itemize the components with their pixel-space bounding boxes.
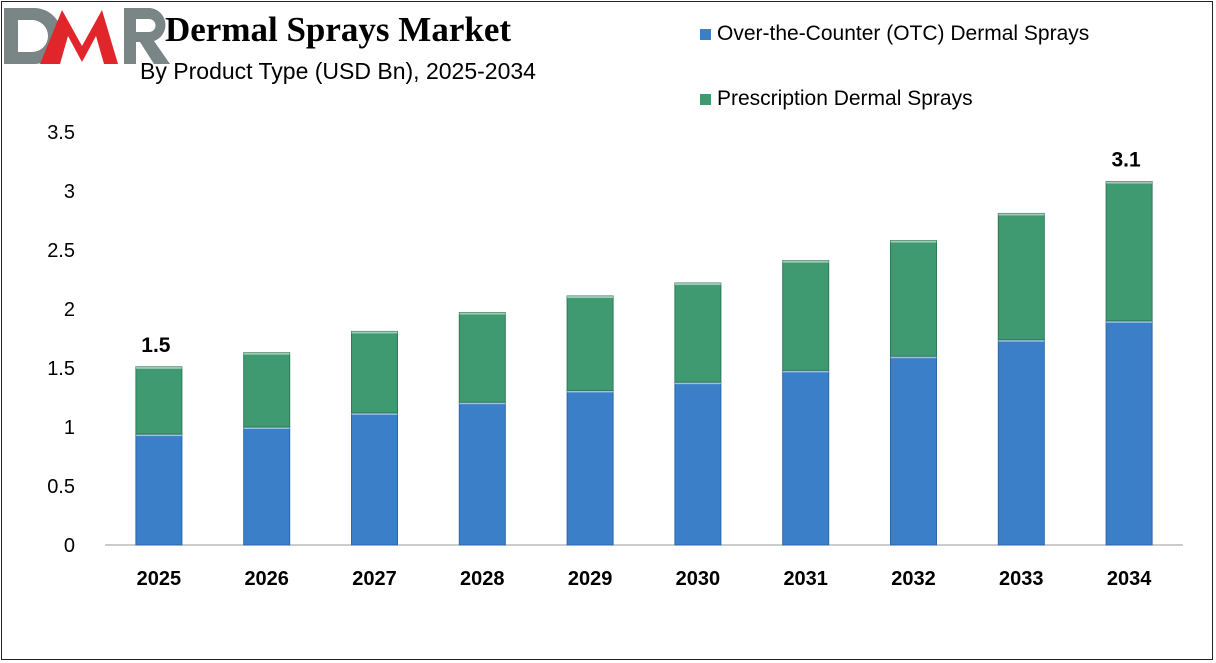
x-tick-label: 2028 <box>460 568 505 590</box>
x-tick-label: 2025 <box>137 568 182 590</box>
bar-prescription-2031 <box>782 260 830 371</box>
legend-item-prescription: Prescription Dermal Sprays <box>700 87 973 111</box>
bar-otc-2029 <box>566 389 614 546</box>
bar-highlight-2032 <box>890 356 937 359</box>
y-tick-label: 3.5 <box>47 122 75 144</box>
bar-prescription-2032 <box>890 240 937 357</box>
bar-highlight-2034 <box>1106 181 1153 184</box>
chart-subtitle: By Product Type (USD Bn), 2025-2034 <box>140 58 536 84</box>
y-tick-label: 0.5 <box>47 476 75 498</box>
bar-highlight-2025 <box>135 366 182 369</box>
y-tick-label: 2.5 <box>47 240 75 262</box>
data-label-2025: 1.5 <box>141 334 171 357</box>
x-tick-label: 2031 <box>783 568 828 590</box>
bar-highlight-2031 <box>782 370 829 373</box>
x-tick-label: 2029 <box>568 568 613 590</box>
bar-prescription-2025 <box>135 366 183 435</box>
bar-otc-2028 <box>458 401 506 546</box>
bar-highlight-2032 <box>890 240 937 243</box>
bar-otc-2034 <box>1105 320 1153 546</box>
bar-prescription-2026 <box>243 352 291 428</box>
y-tick-label: 1 <box>64 417 75 439</box>
bar-otc-2025 <box>135 433 183 546</box>
bar-highlight-2030 <box>674 382 721 385</box>
bar-highlight-2029 <box>567 390 614 393</box>
bar-otc-2031 <box>782 369 830 546</box>
x-tick-label: 2032 <box>891 568 936 590</box>
bar-highlight-2028 <box>459 312 506 315</box>
y-tick-label: 0 <box>64 535 75 557</box>
x-tick-label: 2026 <box>244 568 289 590</box>
y-tick-label: 3 <box>64 181 75 203</box>
bar-highlight-2026 <box>243 352 290 355</box>
bar-otc-2027 <box>351 412 398 546</box>
bar-highlight-2029 <box>567 296 614 299</box>
bar-prescription-2033 <box>997 212 1045 341</box>
bar-otc-2030 <box>674 381 722 546</box>
bar-highlight-2034 <box>1106 320 1153 323</box>
bar-otc-2032 <box>890 355 937 546</box>
bar-prescription-2028 <box>458 312 506 403</box>
legend-swatch-prescription <box>700 93 711 105</box>
bar-highlight-2033 <box>998 213 1045 216</box>
bar-highlight-2031 <box>782 260 829 263</box>
bar-otc-2026 <box>243 426 291 546</box>
x-tick-label: 2033 <box>999 568 1044 590</box>
y-tick-label: 1.5 <box>47 358 75 380</box>
bar-highlight-2025 <box>135 434 182 437</box>
bar-highlight-2033 <box>998 339 1045 342</box>
bar-prescription-2034 <box>1105 181 1153 322</box>
chart-title: Dermal Sprays Market <box>164 10 512 49</box>
legend-swatch-otc <box>700 28 711 40</box>
x-tick-label: 2034 <box>1107 568 1152 590</box>
bar-highlight-2028 <box>459 402 506 405</box>
bar-highlight-2027 <box>351 412 398 415</box>
dmr-logo <box>4 8 170 64</box>
x-tick-label: 2030 <box>676 568 721 590</box>
bar-prescription-2030 <box>674 282 722 383</box>
bar-highlight-2027 <box>351 331 398 334</box>
bar-prescription-2029 <box>566 295 614 391</box>
bar-highlight-2030 <box>674 283 721 286</box>
x-tick-label: 2027 <box>352 568 397 590</box>
bar-highlight-2026 <box>243 427 290 429</box>
bar-otc-2033 <box>997 339 1045 546</box>
legend-label-otc: Over-the-Counter (OTC) Dermal Sprays <box>717 22 1090 45</box>
legend-item-otc: Over-the-Counter (OTC) Dermal Sprays <box>700 22 1089 46</box>
data-label-2034: 3.1 <box>1111 149 1141 172</box>
bar-prescription-2027 <box>351 330 398 414</box>
legend-label-prescription: Prescription Dermal Sprays <box>717 87 973 110</box>
y-tick-label: 2 <box>64 299 75 321</box>
